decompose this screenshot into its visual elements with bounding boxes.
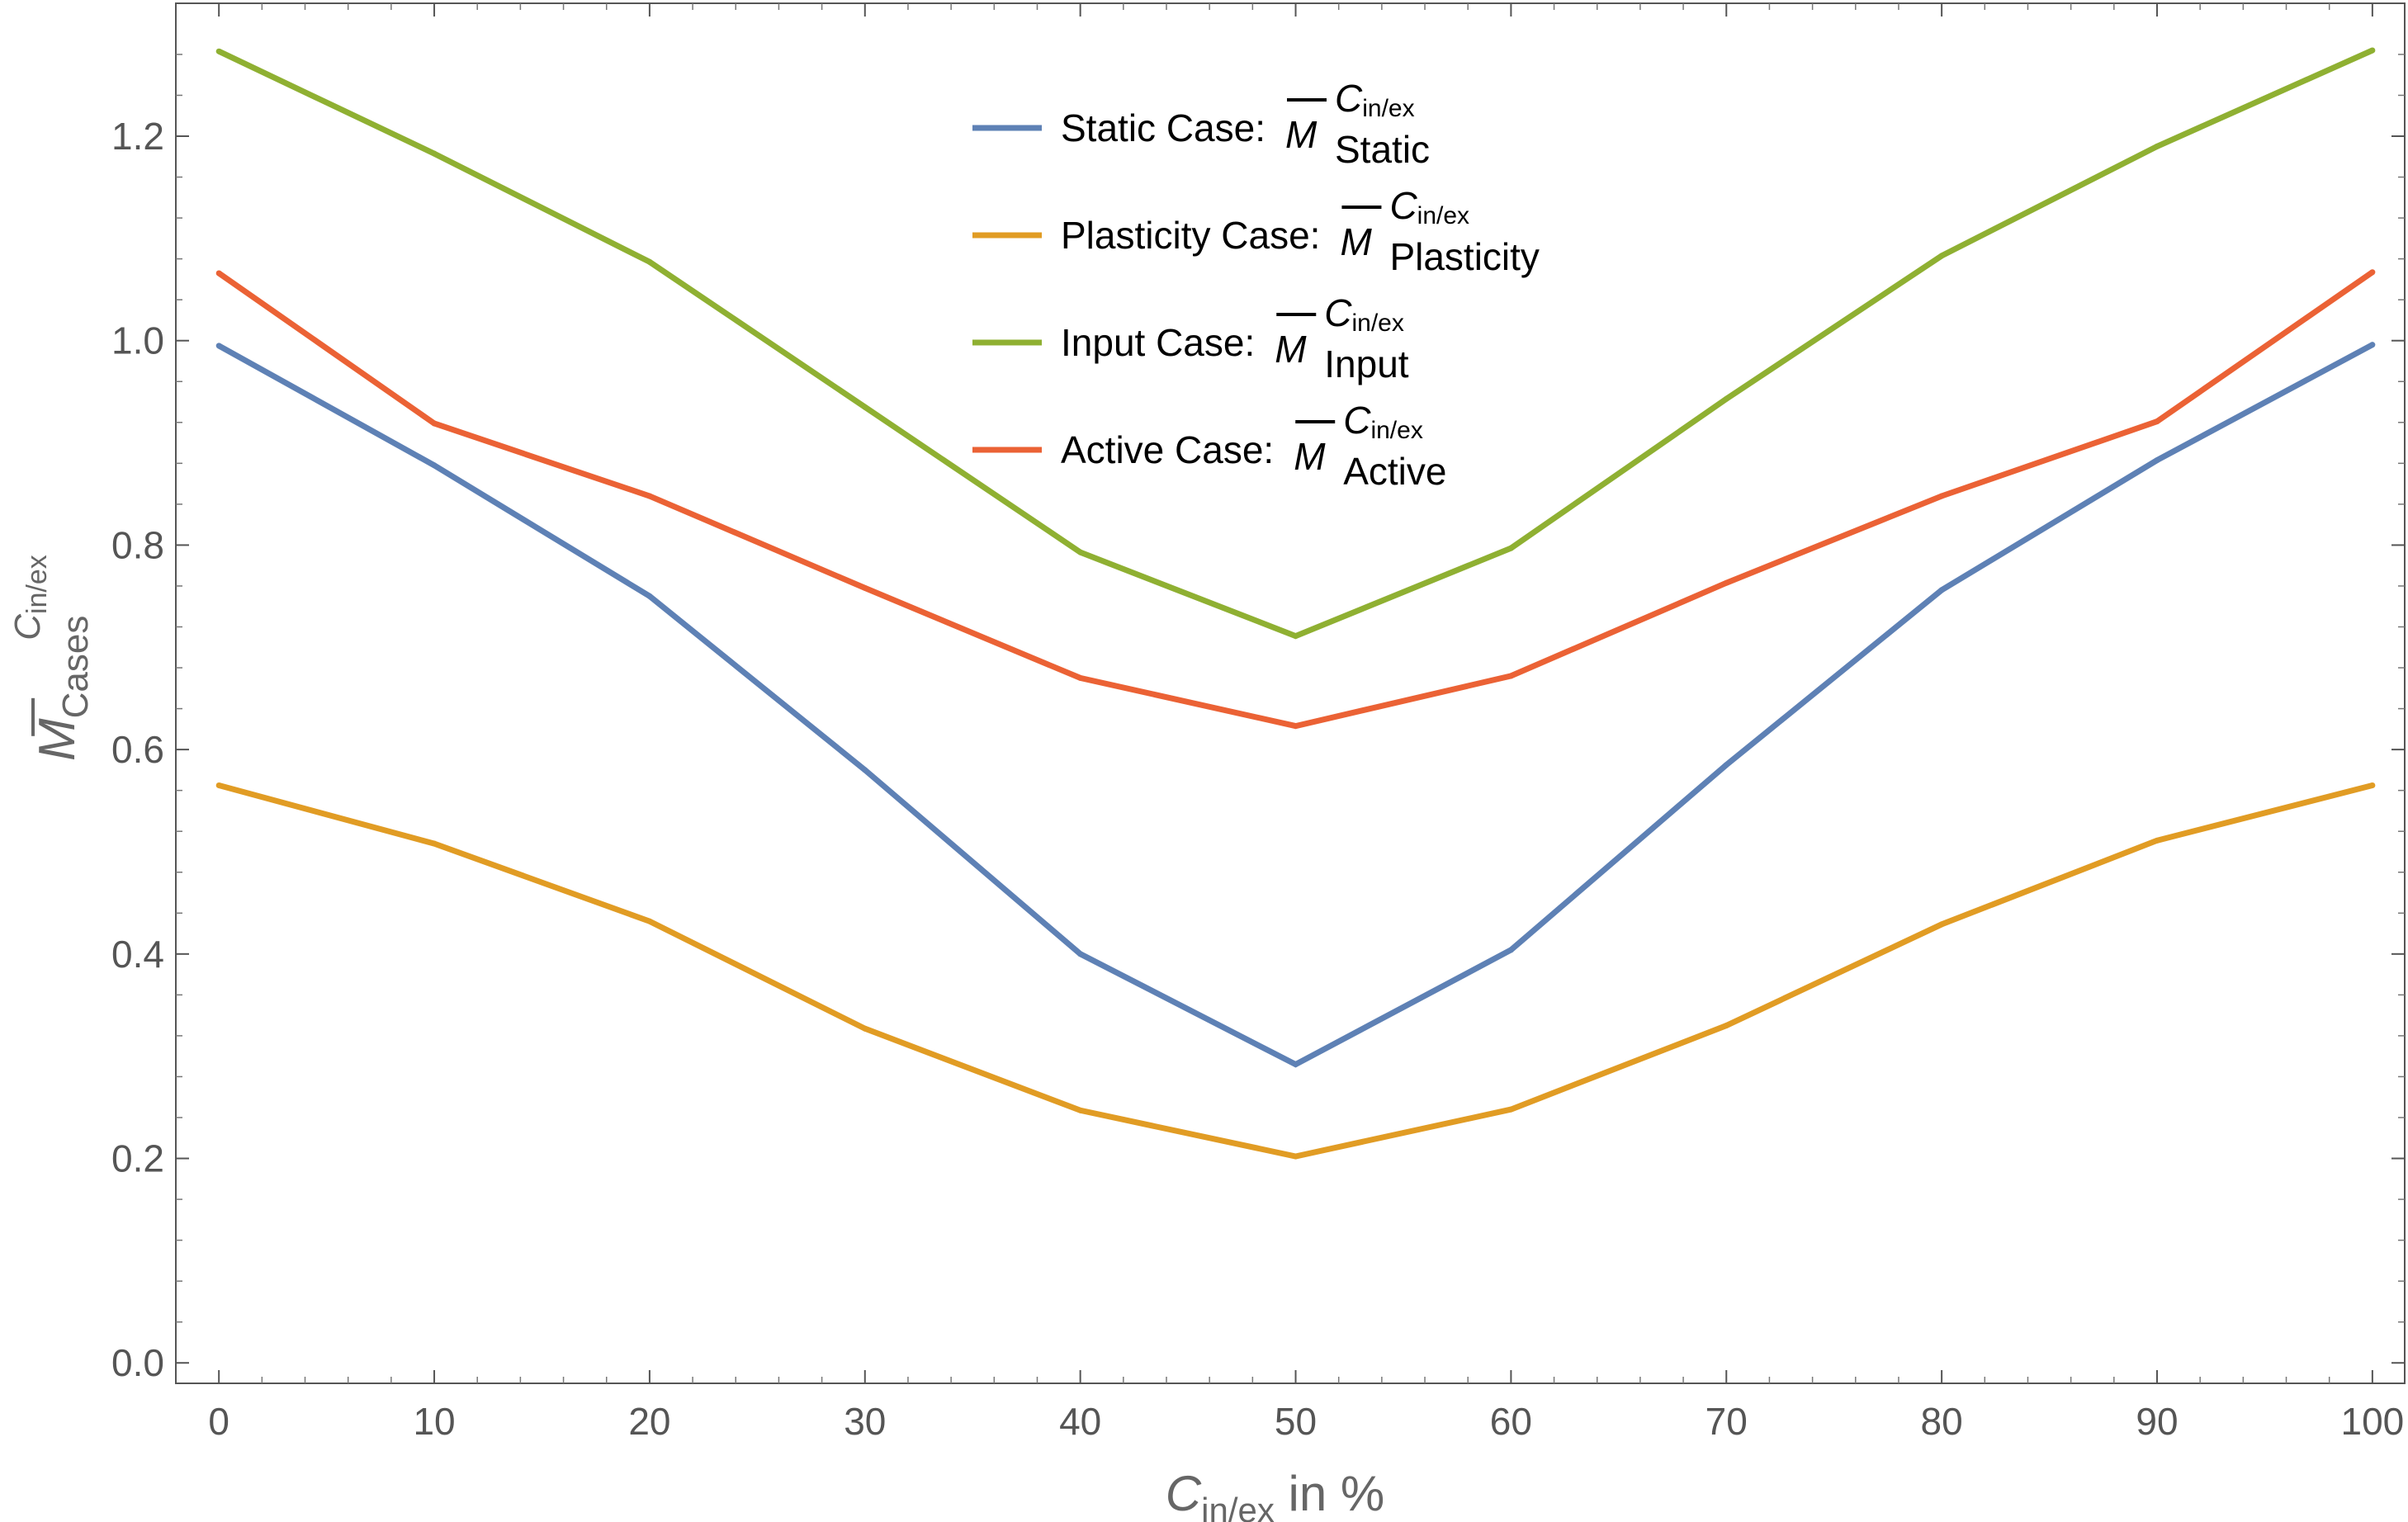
legend-item-static-case: Static Case: M Static Cin/ex bbox=[972, 77, 1430, 171]
x-tick-label: 30 bbox=[844, 1400, 886, 1443]
legend-math-superscript: Cin/ex bbox=[1343, 399, 1423, 444]
data-point-static-case bbox=[2154, 457, 2160, 464]
data-point-input-case bbox=[1507, 545, 1514, 551]
legend-math-superscript: Cin/ex bbox=[1335, 77, 1415, 122]
data-point-plasticity-case bbox=[1293, 1153, 1299, 1160]
legend-label: Active Case: bbox=[1061, 428, 1274, 471]
data-point-static-case bbox=[1938, 587, 1945, 593]
x-axis-label: Cin/ex in % bbox=[1166, 1466, 1384, 1522]
data-point-active-case bbox=[1723, 579, 1729, 586]
y-axis-label-superscript: Cin/ex bbox=[7, 555, 53, 640]
legend-math-symbol: M bbox=[1340, 220, 1372, 263]
series-lines bbox=[215, 47, 2376, 1160]
legend-item-plasticity-case: Plasticity Case: M Plasticity Cin/ex bbox=[972, 184, 1540, 278]
data-point-active-case bbox=[646, 493, 653, 499]
legend-label: Static Case: bbox=[1061, 106, 1266, 149]
data-point-static-case bbox=[431, 462, 438, 469]
y-tick-label: 0.8 bbox=[111, 523, 164, 566]
plot-frame bbox=[175, 2, 2406, 1384]
x-tick-label: 90 bbox=[2136, 1400, 2178, 1443]
data-point-input-case bbox=[2154, 143, 2160, 149]
data-point-plasticity-case bbox=[431, 840, 438, 847]
data-point-active-case bbox=[1507, 673, 1514, 679]
data-point-active-case bbox=[1293, 723, 1299, 730]
legend-math-symbol: M bbox=[1285, 113, 1318, 156]
y-tick-label: 1.0 bbox=[111, 319, 164, 362]
x-tick-label: 50 bbox=[1275, 1400, 1317, 1443]
data-point-input-case bbox=[431, 150, 438, 157]
legend-math-superscript: Cin/ex bbox=[1324, 291, 1404, 337]
data-point-static-case bbox=[1293, 1061, 1299, 1068]
data-point-input-case bbox=[646, 258, 653, 265]
legend-math-symbol: M bbox=[1275, 328, 1307, 371]
data-point-static-case bbox=[862, 767, 868, 773]
data-point-plasticity-case bbox=[1938, 921, 1945, 928]
legend-math-subscript: Plasticity bbox=[1389, 235, 1539, 278]
data-point-static-case bbox=[646, 593, 653, 599]
data-point-plasticity-case bbox=[1723, 1023, 1729, 1029]
data-point-static-case bbox=[1077, 951, 1084, 957]
legend-math-subscript: Static bbox=[1335, 128, 1430, 171]
legend-item-active-case: Active Case: M Active Cin/ex bbox=[972, 399, 1446, 493]
data-point-input-case bbox=[215, 48, 222, 54]
x-tick-label: 20 bbox=[628, 1400, 670, 1443]
data-point-input-case bbox=[1938, 253, 1945, 259]
data-point-plasticity-case bbox=[2369, 782, 2376, 788]
x-tick-label: 80 bbox=[1921, 1400, 1963, 1443]
x-axis-ticks: 0 10 20 30 40 50 60 70 80 90 100 bbox=[208, 3, 2404, 1443]
legend-math-superscript: Cin/ex bbox=[1389, 184, 1469, 229]
data-point-active-case bbox=[1077, 674, 1084, 681]
data-point-input-case bbox=[1077, 549, 1084, 555]
data-point-plasticity-case bbox=[2154, 837, 2160, 844]
legend-label: Input Case: bbox=[1061, 321, 1255, 364]
x-tick-label: 60 bbox=[1490, 1400, 1532, 1443]
y-axis-label-text: MCases bbox=[29, 616, 96, 761]
legend-math-subscript: Active bbox=[1343, 450, 1446, 493]
x-tick-label: 70 bbox=[1705, 1400, 1748, 1443]
y-tick-label: 0.6 bbox=[111, 728, 164, 771]
legend-item-input-case: Input Case: M Input Cin/ex bbox=[972, 291, 1409, 385]
data-point-static-case bbox=[2369, 342, 2376, 348]
y-tick-label: 0.2 bbox=[111, 1137, 164, 1180]
legend-label: Plasticity Case: bbox=[1061, 214, 1320, 257]
data-point-active-case bbox=[431, 420, 438, 427]
y-tick-label: 0.4 bbox=[111, 933, 164, 976]
x-tick-label: 40 bbox=[1059, 1400, 1101, 1443]
data-point-active-case bbox=[2369, 269, 2376, 276]
data-point-input-case bbox=[1293, 633, 1299, 640]
data-point-input-case bbox=[1723, 395, 1729, 402]
data-point-plasticity-case bbox=[1077, 1107, 1084, 1113]
x-tick-label: 100 bbox=[2340, 1400, 2404, 1443]
data-point-input-case bbox=[862, 404, 868, 410]
y-tick-label: 1.2 bbox=[111, 115, 164, 158]
data-point-static-case bbox=[1507, 947, 1514, 953]
data-point-static-case bbox=[215, 343, 222, 349]
data-point-static-case bbox=[1723, 762, 1729, 768]
legend-math-subscript: Input bbox=[1324, 343, 1409, 385]
x-tick-label: 10 bbox=[413, 1400, 455, 1443]
series-line-plasticity-case bbox=[218, 782, 2373, 1160]
y-tick-label: 0.0 bbox=[111, 1341, 164, 1384]
data-point-plasticity-case bbox=[862, 1025, 868, 1032]
data-point-active-case bbox=[1938, 493, 1945, 499]
data-point-input-case bbox=[2369, 47, 2376, 54]
data-point-plasticity-case bbox=[646, 918, 653, 924]
data-point-plasticity-case bbox=[215, 782, 222, 788]
data-point-active-case bbox=[2154, 418, 2160, 425]
data-point-plasticity-case bbox=[1507, 1106, 1514, 1113]
data-point-active-case bbox=[862, 584, 868, 591]
legend-math-symbol: M bbox=[1294, 435, 1326, 478]
data-point-active-case bbox=[215, 270, 222, 277]
y-axis-ticks: 0.0 0.2 0.4 0.6 0.8 1.0 1.2 bbox=[111, 54, 2405, 1384]
x-tick-label: 0 bbox=[208, 1400, 229, 1443]
